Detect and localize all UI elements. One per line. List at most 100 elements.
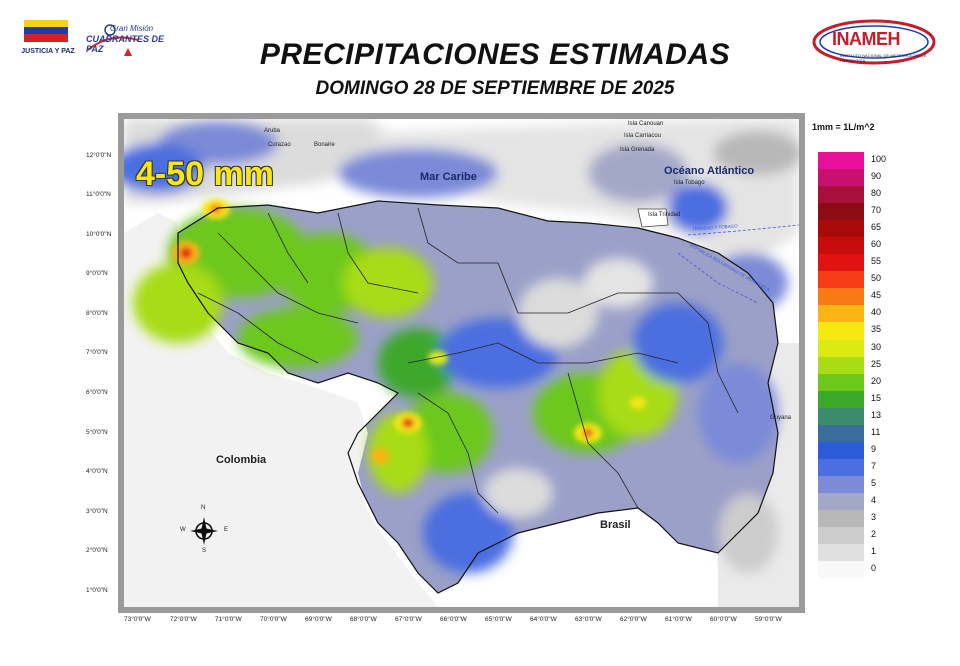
- legend-item: 4: [818, 492, 958, 510]
- legend-item: 55: [818, 254, 958, 272]
- legend-item: 9: [818, 441, 958, 459]
- canouan-label: Isla Canouan: [628, 121, 664, 127]
- legend-swatch: [818, 254, 864, 272]
- compass-e: E: [224, 527, 229, 533]
- inameh-name: INAMEH: [832, 29, 901, 49]
- inameh-emblem-icon: [812, 19, 936, 65]
- lon-tick: 69°0'0"W: [305, 616, 332, 623]
- legend-value: 55: [871, 256, 882, 267]
- cuadrantes-line1: Gran Misión: [110, 24, 154, 33]
- legend-value: 11: [871, 426, 881, 437]
- legend-value: 65: [871, 222, 882, 233]
- lon-tick: 66°0'0"W: [440, 616, 467, 623]
- legend: 1mm = 1L/m^2 100 90 80 70 65 60 55 50 45 40 35 30 25…: [812, 122, 958, 579]
- legend-swatch: [818, 152, 864, 170]
- curazao-label: Curazao: [268, 142, 291, 148]
- legend-value: 1: [871, 546, 877, 557]
- legend-value: 9: [871, 443, 877, 454]
- venezuela-outline: [177, 200, 779, 594]
- legend-swatch: [818, 237, 864, 255]
- lat-tick: 2°0'0"N: [86, 547, 108, 554]
- lon-tick: 65°0'0"W: [485, 616, 512, 623]
- legend-item: 30: [818, 339, 958, 357]
- legend-swatch: [818, 475, 864, 493]
- legend-value: 30: [871, 341, 882, 352]
- lat-tick: 3°0'0"N: [86, 508, 108, 515]
- legend-item: 2: [818, 527, 958, 545]
- lon-tick: 67°0'0"W: [395, 616, 422, 623]
- legend-value: 2: [871, 529, 877, 540]
- lon-tick: 70°0'0"W: [260, 616, 287, 623]
- tobago-label: Isla Tobago: [674, 180, 705, 186]
- legend-item: 3: [818, 509, 958, 528]
- legend-value: 20: [871, 375, 882, 386]
- legend-swatch: [818, 288, 864, 306]
- guyana-label: Guyana: [770, 415, 792, 421]
- legend-value: 90: [871, 171, 882, 182]
- compass-w: W: [180, 527, 186, 533]
- legend-value: 80: [871, 188, 882, 199]
- lat-tick: 9°0'0"N: [86, 270, 108, 277]
- trinidad-label: Isla Trinidad: [648, 212, 681, 218]
- legend-swatch: [818, 186, 864, 204]
- legend-value: 15: [871, 392, 882, 403]
- legend-item: 35: [818, 322, 958, 340]
- maritime-boundary-2: [677, 252, 759, 304]
- cuadrantes-line2: CUADRANTES DE PAZ: [86, 34, 165, 54]
- legend-value: 100: [871, 154, 887, 164]
- page-title: PRECIPITACIONES ESTIMADAS: [259, 38, 731, 71]
- sea-label: Mar Caribe: [420, 171, 477, 183]
- legend-item: 65: [818, 220, 958, 238]
- legend-swatch: [818, 544, 864, 562]
- inameh-logo: INAMEH INSTITUTO NACIONAL DE METEOROLOGÍ…: [810, 18, 940, 66]
- map-canvas: [118, 113, 805, 613]
- legend-swatch: [818, 424, 864, 442]
- legend-swatch: [818, 561, 864, 579]
- legend-value: 4: [871, 494, 877, 505]
- legend-swatch: [818, 169, 864, 187]
- legend-item: 11: [818, 424, 958, 442]
- legend-value: 25: [871, 358, 882, 369]
- legend-value: 3: [871, 511, 877, 522]
- legend-item: 7: [818, 458, 958, 476]
- gov-logo: JUSTICIA Y PAZ: [18, 20, 75, 64]
- legend-value: 5: [871, 477, 877, 488]
- legend-item: 60: [818, 237, 958, 255]
- bonaire-label: Bonaire: [314, 142, 335, 148]
- lat-tick: 4°0'0"N: [86, 468, 108, 475]
- legend-swatch: [818, 509, 864, 528]
- lat-tick: 12°0'0"N: [86, 152, 112, 159]
- legend-swatch: [818, 203, 864, 221]
- gov-logo-caption: JUSTICIA Y PAZ: [21, 48, 75, 55]
- legend-item: 1: [818, 544, 958, 562]
- state-boundaries: [197, 207, 739, 514]
- legend-swatch: [818, 220, 864, 238]
- aruba-label: Aruba: [264, 128, 281, 134]
- legend-value: 0: [871, 563, 877, 574]
- compass-s: S: [202, 548, 207, 554]
- legend-value: 40: [871, 307, 882, 318]
- carriacou-label: Isla Carriacou: [624, 133, 662, 139]
- maritime-boundary: [687, 224, 799, 236]
- lat-tick: 1°0'0"N: [86, 587, 108, 594]
- legend-item: 0: [818, 561, 958, 579]
- lon-tick: 62°0'0"W: [620, 616, 647, 623]
- legend-item: 50: [818, 271, 958, 289]
- lon-tick: 68°0'0"W: [350, 616, 377, 623]
- land-rain-field: [133, 208, 778, 573]
- legend-swatch: [818, 441, 864, 459]
- lat-tick: 7°0'0"N: [86, 349, 108, 356]
- range-label: 4-50 mm: [136, 155, 274, 193]
- legend-item: 70: [818, 203, 958, 221]
- legend-item: 80: [818, 186, 958, 204]
- precipitation-map: N S W E 4-50 mm Mar Caribe Océano Atlánt…: [118, 113, 805, 613]
- lat-tick: 10°0'0"N: [86, 231, 112, 238]
- legend-unit: 1mm = 1L/m^2: [812, 122, 875, 132]
- legend-item: 25: [818, 356, 958, 374]
- legend-swatch: [818, 407, 864, 425]
- legend-value: 13: [871, 409, 882, 420]
- legend-item: 90: [818, 169, 958, 187]
- trinidad-island: [637, 208, 669, 228]
- lat-tick: 8°0'0"N: [86, 310, 108, 317]
- lon-tick: 61°0'0"W: [665, 616, 692, 623]
